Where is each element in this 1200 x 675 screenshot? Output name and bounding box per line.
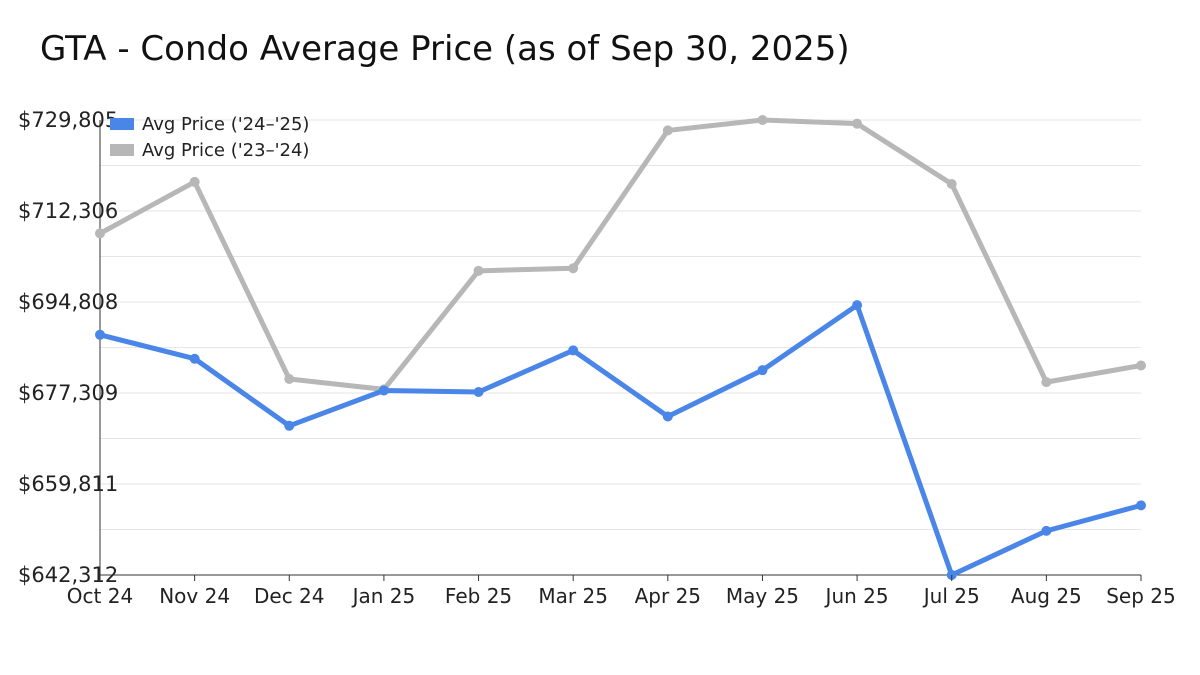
data-point	[189, 176, 200, 187]
gridlines	[100, 119, 1141, 576]
data-point	[662, 411, 673, 422]
data-point	[284, 420, 295, 431]
x-tick-label: Apr 25	[635, 584, 701, 608]
data-point	[95, 228, 105, 239]
data-point	[568, 263, 579, 274]
x-tick-label: Nov 24	[159, 584, 230, 608]
x-tick-label: Oct 24	[67, 584, 133, 608]
data-point	[1136, 360, 1146, 371]
series-1	[95, 115, 1146, 395]
legend: Avg Price ('24–'25) Avg Price ('23–'24)	[110, 114, 309, 161]
data-point	[1041, 377, 1052, 388]
legend-label: Avg Price ('24–'25)	[142, 114, 309, 135]
x-tick-label: Jun 25	[824, 584, 889, 608]
x-tick-label: Sep 25	[1106, 584, 1176, 608]
data-point	[189, 353, 200, 364]
y-tick-label: $677,309	[18, 381, 118, 405]
x-tick-label: Mar 25	[538, 584, 608, 608]
series-line	[97, 302, 1144, 578]
data-point	[757, 365, 768, 376]
x-tick-label: Jul 25	[922, 584, 980, 608]
data-point	[568, 345, 579, 356]
data-point	[1136, 500, 1146, 511]
data-point	[284, 374, 295, 385]
legend-swatch	[110, 118, 134, 130]
y-tick-label: $642,312	[18, 563, 118, 587]
data-point	[852, 118, 863, 129]
y-tick-label: $729,805	[18, 108, 118, 132]
y-tick-label: $659,811	[18, 472, 118, 496]
data-point	[852, 300, 863, 311]
data-point	[662, 125, 673, 136]
y-tick-label: $694,808	[18, 290, 118, 314]
data-point	[473, 265, 484, 276]
chart-title: GTA - Condo Average Price (as of Sep 30,…	[40, 29, 850, 69]
x-tick-label: Dec 24	[254, 584, 325, 608]
y-tick-label: $712,306	[18, 199, 118, 223]
y-axis-ticks: $642,312 $659,811 $677,309 $694,808 $712,306…	[18, 108, 118, 587]
legend-swatch	[110, 144, 134, 156]
x-tick-label: Aug 25	[1011, 584, 1082, 608]
x-tick-label: Feb 25	[445, 584, 512, 608]
series-line	[97, 117, 1144, 392]
data-point	[946, 178, 957, 189]
data-point	[378, 385, 389, 396]
series-lines	[95, 115, 1146, 580]
x-tick-label: Jan 25	[351, 584, 416, 608]
axes	[99, 120, 1141, 576]
data-point	[757, 115, 768, 125]
data-point	[473, 387, 484, 398]
x-axis-ticks: Oct 24 Nov 24 Dec 24 Jan 25 Feb 25 Mar 25 Apr …	[67, 575, 1176, 608]
x-tick-label: May 25	[726, 584, 799, 608]
series-0	[95, 300, 1146, 580]
data-point	[95, 329, 105, 340]
data-point	[1041, 525, 1052, 536]
legend-label: Avg Price ('23–'24)	[142, 140, 309, 161]
